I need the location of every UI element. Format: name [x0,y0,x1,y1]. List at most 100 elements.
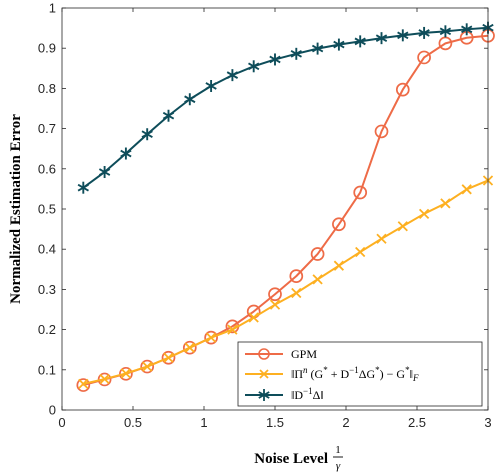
data-point [184,342,195,353]
data-point [332,217,346,232]
data-point [78,378,89,390]
x-tick-label: 3 [484,415,491,430]
series-line-1 [83,179,489,385]
data-point [310,247,325,261]
data-point [77,181,89,194]
data-point [438,36,453,51]
data-point-stroke [375,34,388,42]
legend-label-projection: ‖Πn (G* + D−1ΔG*) − G*‖F [291,365,419,383]
data-point-stroke [248,62,260,71]
data-point [290,47,302,60]
data-point [461,23,473,36]
legend: GPM ‖Πn (G* + D−1ΔG*) − G*‖F ‖D−1Δ‖ [237,341,483,407]
x-tick-label: 0 [58,415,65,430]
data-point-stroke [120,368,132,379]
data-point [291,287,302,299]
data-point-stroke [312,274,323,285]
data-point [204,330,218,345]
data-point-stroke [163,352,174,363]
data-point [353,185,368,200]
x-axis-label: Noise Level [254,451,328,467]
data-point-stroke [376,233,387,244]
y-tick-label: 0.1 [38,362,56,377]
data-point-stroke [120,149,132,158]
data-point [354,35,366,48]
data-point [397,29,409,42]
x-tick-label: 2.5 [408,415,426,430]
data-point-stroke [418,29,430,37]
data-point [98,166,111,179]
data-point [439,25,452,38]
data-point [376,233,387,244]
data-point [163,352,174,363]
data-point [461,184,472,195]
legend-label-gpm: GPM [291,347,317,361]
data-point [119,366,133,381]
data-point-stroke [205,82,217,90]
data-point-stroke [311,44,324,53]
y-tick-label: 0.3 [38,282,56,297]
x-axis-label-frac-den: γ [336,460,341,472]
data-point-stroke [248,312,259,323]
data-point [141,128,153,141]
data-point-stroke [98,168,111,176]
data-point [161,350,176,365]
y-axis-label: Normalized Estimation Error [8,114,24,304]
data-point [184,93,196,106]
data-point [205,79,217,92]
data-point [269,299,281,310]
data-point-stroke [77,183,89,192]
data-point-stroke [461,25,473,34]
data-point-stroke [355,246,366,258]
data-point-stroke [78,378,89,390]
data-point [76,378,91,392]
series-layer [76,21,495,392]
data-point-stroke [227,324,238,335]
data-point-stroke [461,184,472,195]
data-point-stroke [440,198,451,209]
data-point [312,274,323,285]
data-point [248,60,260,73]
data-point [162,109,175,122]
data-point-stroke [141,130,153,139]
data-point [248,312,259,323]
data-point [182,340,197,355]
data-point-stroke [418,208,430,219]
data-point-stroke [439,27,452,36]
data-point [205,332,217,343]
y-tick-label: 0.7 [38,121,56,136]
data-point [269,53,281,66]
data-point-stroke [162,111,175,120]
data-point [268,287,282,302]
data-point-stroke [291,287,302,299]
data-point [333,260,345,271]
data-point [142,361,153,372]
legend-marker-projection [259,369,269,379]
x-tick-label: 1 [200,415,207,430]
data-point [397,221,408,232]
data-point-stroke [184,342,195,353]
y-tick-label: 0.6 [38,161,56,176]
data-point-stroke [290,50,302,58]
data-point-stroke [397,221,408,232]
data-point [418,208,430,219]
data-point [374,124,389,139]
data-point [375,32,388,45]
legend-marker-perturbation [258,389,270,401]
x-tick-label: 2 [342,415,349,430]
y-tick-label: 0.2 [38,322,56,337]
data-point [418,26,430,39]
data-point [226,69,239,82]
data-point-stroke [354,37,366,46]
data-point [333,38,345,51]
data-point-stroke [333,260,345,271]
data-point-stroke [397,31,409,40]
y-tick-label: 0 [49,403,56,418]
data-point [120,147,132,160]
data-point-stroke [99,373,110,385]
y-tick-label: 0.8 [38,81,56,96]
y-tick-label: 0.5 [38,202,56,217]
data-point [311,42,324,55]
data-point [289,269,304,283]
